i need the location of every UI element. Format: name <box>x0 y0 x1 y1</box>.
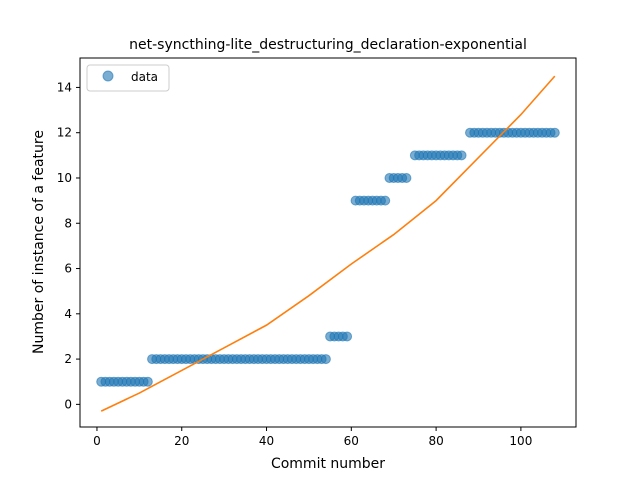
plot-area <box>96 75 560 412</box>
y-tick-label: 8 <box>64 216 72 230</box>
y-tick-label: 14 <box>57 80 72 94</box>
y-axis-ticks: 0 2 4 6 8 10 12 14 <box>57 80 80 411</box>
data-point <box>456 150 467 161</box>
x-axis-ticks: 0 20 40 60 80 100 <box>93 427 532 448</box>
x-tick-label: 100 <box>509 434 532 448</box>
y-tick-label: 4 <box>64 307 72 321</box>
y-tick-label: 10 <box>57 171 72 185</box>
data-point <box>342 331 353 342</box>
fit-line <box>100 75 556 412</box>
y-tick-label: 12 <box>57 126 72 140</box>
data-point <box>401 172 412 183</box>
x-tick-label: 40 <box>259 434 274 448</box>
legend-marker-data <box>102 70 114 82</box>
y-tick-label: 6 <box>64 262 72 276</box>
legend: data <box>86 64 170 92</box>
x-axis-label: Commit number <box>271 456 385 472</box>
axes-frame <box>79 57 577 428</box>
legend-label-data: data <box>131 70 158 84</box>
y-tick-label: 0 <box>64 397 72 411</box>
x-tick-label: 0 <box>93 434 101 448</box>
data-point <box>320 354 331 365</box>
x-tick-label: 60 <box>344 434 359 448</box>
x-tick-label: 80 <box>428 434 443 448</box>
data-point <box>142 376 153 387</box>
chart-title: net-syncthing-lite_destructuring_declara… <box>129 37 527 53</box>
y-tick-label: 2 <box>64 352 72 366</box>
data-point <box>549 127 560 138</box>
y-axis-label: Number of instance of a feature <box>31 130 47 354</box>
data-point <box>380 195 391 206</box>
x-tick-label: 20 <box>174 434 189 448</box>
